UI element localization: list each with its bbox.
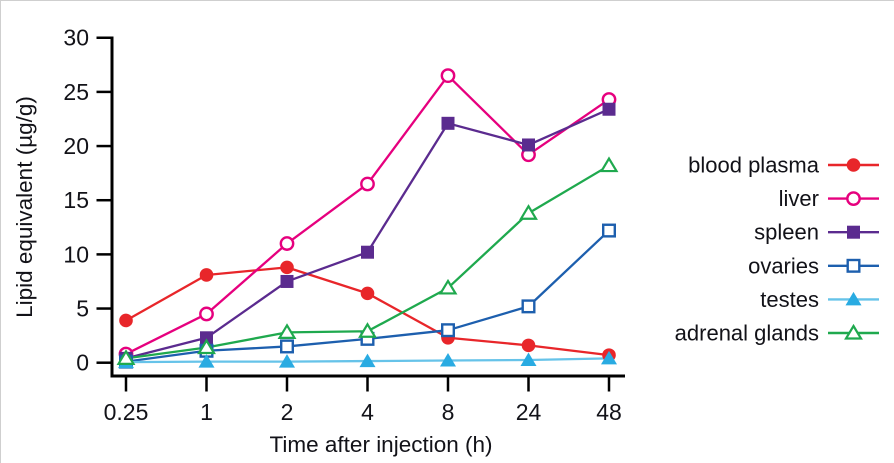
y-tick-label: 5 xyxy=(76,296,89,322)
legend-item-spleen: spleen xyxy=(754,220,879,245)
data-point-testes xyxy=(279,354,295,368)
x-tick-label: 24 xyxy=(516,399,542,425)
data-point-blood-plasma xyxy=(119,313,133,328)
data-point-adrenal-glands xyxy=(197,338,216,355)
x-tick-label: 4 xyxy=(361,399,374,425)
data-point-testes xyxy=(601,350,617,365)
legend-marker xyxy=(845,291,862,306)
y-tick-label: 20 xyxy=(63,133,89,159)
legend-marker xyxy=(846,158,861,172)
x-axis-title: Time after injection (h) xyxy=(270,432,493,457)
legend-marker xyxy=(847,225,860,239)
data-point-liver xyxy=(279,236,295,251)
data-point-adrenal-glands xyxy=(519,204,538,220)
y-axis-title: Lipid equivalent (µg/g) xyxy=(12,96,37,318)
legend-marker xyxy=(844,323,863,340)
data-point-spleen xyxy=(441,116,455,130)
series-line-spleen xyxy=(125,108,610,360)
y-tick-label: 15 xyxy=(63,187,89,213)
legend-label: spleen xyxy=(754,220,819,245)
legend-label: blood plasma xyxy=(688,153,820,178)
series-line-liver xyxy=(125,74,610,356)
legend-label: ovaries xyxy=(748,253,819,278)
legend-item-blood-plasma: blood plasma xyxy=(688,153,879,178)
x-tick-label: 48 xyxy=(596,399,622,425)
legend-label: adrenal glands xyxy=(675,321,819,346)
data-point-liver xyxy=(360,176,375,192)
series-markers xyxy=(116,68,619,369)
data-point-spleen xyxy=(522,138,535,152)
legend: blood plasma liver spleen ovaries testes adre… xyxy=(675,153,879,346)
data-point-blood-plasma xyxy=(199,268,214,282)
data-point-spleen xyxy=(280,274,294,288)
data-point-testes xyxy=(359,353,376,368)
y-tick-label: 30 xyxy=(63,25,89,51)
data-point-blood-plasma xyxy=(280,260,294,275)
y-tick-label: 10 xyxy=(63,241,89,267)
data-point-testes xyxy=(520,352,537,366)
data-point-spleen xyxy=(602,102,616,116)
data-point-adrenal-glands xyxy=(438,278,458,295)
legend-item-adrenal-glands: adrenal glands xyxy=(675,321,879,346)
axis-ticks xyxy=(96,36,611,392)
legend-item-ovaries: ovaries xyxy=(748,253,879,278)
legend-label: testes xyxy=(760,287,819,312)
legend-item-testes: testes xyxy=(760,287,879,312)
data-point-ovaries xyxy=(440,323,456,338)
data-point-liver xyxy=(199,306,214,322)
legend-label: liver xyxy=(779,186,819,211)
x-tick-label: 0.25 xyxy=(104,399,149,425)
data-point-adrenal-glands xyxy=(277,323,297,339)
legend-marker xyxy=(846,258,861,273)
data-point-ovaries xyxy=(601,223,617,238)
data-point-adrenal-glands xyxy=(358,322,377,338)
data-point-testes xyxy=(440,353,456,367)
data-point-adrenal-glands xyxy=(116,349,136,365)
y-tick-label: 0 xyxy=(76,350,89,376)
data-point-spleen xyxy=(361,245,374,259)
data-point-adrenal-glands xyxy=(599,156,619,173)
data-point-ovaries xyxy=(521,299,536,314)
data-point-testes xyxy=(198,354,215,368)
legend-marker xyxy=(846,191,861,207)
y-tick-label: 25 xyxy=(63,79,89,105)
x-tick-label: 2 xyxy=(281,399,294,425)
legend-item-liver: liver xyxy=(779,186,879,211)
data-point-blood-plasma xyxy=(360,286,375,301)
data-point-blood-plasma xyxy=(521,338,536,353)
data-point-ovaries xyxy=(279,339,295,354)
x-tick-label: 8 xyxy=(442,399,455,425)
data-point-liver xyxy=(440,68,456,84)
data-point-spleen xyxy=(200,331,213,345)
x-tick-label: 1 xyxy=(200,399,213,425)
